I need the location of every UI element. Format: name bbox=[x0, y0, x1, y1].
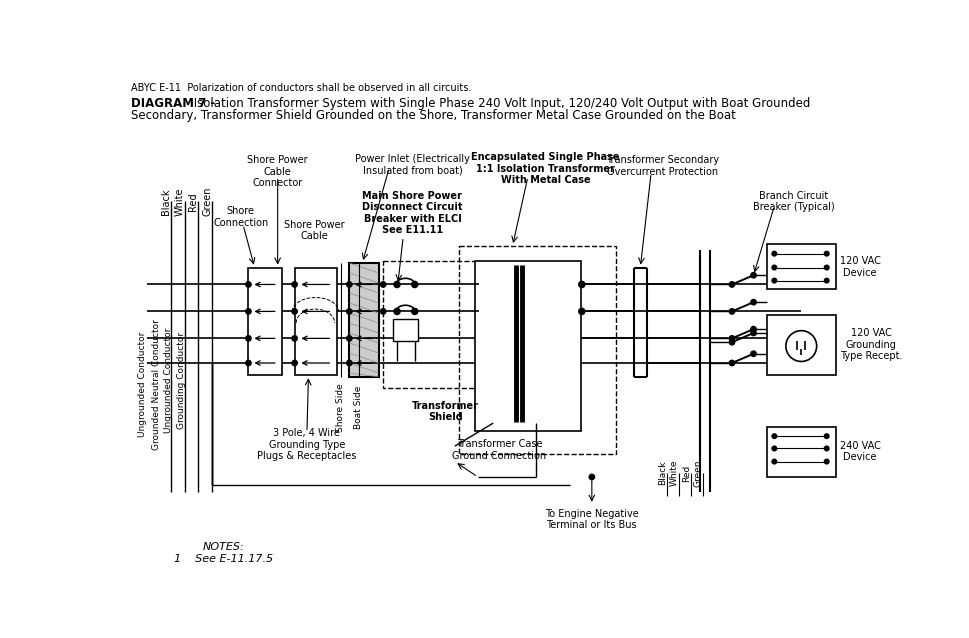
Circle shape bbox=[750, 299, 756, 305]
Bar bbox=[349, 263, 378, 377]
Circle shape bbox=[292, 336, 297, 341]
Circle shape bbox=[588, 474, 594, 480]
Text: Grounded Neutral Conductor: Grounded Neutral Conductor bbox=[151, 319, 160, 450]
Circle shape bbox=[824, 265, 828, 270]
Text: Shore
Connection: Shore Connection bbox=[213, 206, 268, 228]
Circle shape bbox=[750, 351, 756, 357]
Text: Power Inlet (Electrically
Insulated from boat): Power Inlet (Electrically Insulated from… bbox=[355, 154, 469, 175]
Circle shape bbox=[824, 434, 828, 438]
Circle shape bbox=[292, 309, 297, 314]
Circle shape bbox=[411, 308, 418, 315]
Bar bbox=[766, 427, 835, 477]
Circle shape bbox=[750, 327, 756, 332]
Circle shape bbox=[292, 360, 297, 366]
Circle shape bbox=[346, 282, 352, 287]
Text: Encapsulated Single Phase
1:1 Isolation Transformer
With Metal Case: Encapsulated Single Phase 1:1 Isolation … bbox=[471, 152, 619, 185]
Text: ABYC E-11  Polarization of conductors shall be observed in all circuits.: ABYC E-11 Polarization of conductors sha… bbox=[131, 83, 471, 93]
Text: Black: Black bbox=[658, 461, 667, 486]
Circle shape bbox=[771, 446, 776, 451]
Text: Ungrounded Conductor: Ungrounded Conductor bbox=[139, 332, 147, 437]
Text: Branch Circuit
Breaker (Typical): Branch Circuit Breaker (Typical) bbox=[752, 191, 833, 212]
Bar bbox=[766, 244, 835, 289]
Circle shape bbox=[578, 281, 584, 288]
Bar bbox=[766, 315, 835, 375]
Circle shape bbox=[729, 336, 734, 341]
Text: Black: Black bbox=[161, 188, 172, 214]
Text: Shore Power
Cable
Connector: Shore Power Cable Connector bbox=[247, 155, 308, 188]
Bar bbox=[248, 267, 281, 375]
Text: White: White bbox=[670, 460, 678, 486]
Circle shape bbox=[346, 360, 352, 366]
Circle shape bbox=[824, 446, 828, 451]
Circle shape bbox=[380, 309, 386, 314]
Circle shape bbox=[245, 336, 251, 341]
Circle shape bbox=[824, 251, 828, 256]
Text: Shore Power
Cable: Shore Power Cable bbox=[284, 219, 345, 241]
Text: Transformer Case
Ground Connection: Transformer Case Ground Connection bbox=[452, 439, 546, 461]
Circle shape bbox=[750, 272, 756, 278]
Circle shape bbox=[771, 265, 776, 270]
Circle shape bbox=[729, 282, 734, 287]
Text: Shore Side: Shore Side bbox=[336, 383, 345, 432]
Circle shape bbox=[245, 309, 251, 314]
Circle shape bbox=[771, 459, 776, 464]
Bar bbox=[458, 246, 616, 454]
Text: To Engine Negative
Terminal or Its Bus: To Engine Negative Terminal or Its Bus bbox=[545, 508, 638, 530]
Text: Green: Green bbox=[693, 459, 702, 487]
Circle shape bbox=[346, 336, 352, 341]
Text: Grounding Conductor: Grounding Conductor bbox=[176, 332, 186, 429]
Circle shape bbox=[729, 339, 734, 345]
Text: Main Shore Power
Disconnect Circuit
Breaker with ELCI
See E11.11: Main Shore Power Disconnect Circuit Brea… bbox=[361, 191, 462, 235]
Circle shape bbox=[393, 281, 399, 288]
Text: DIAGRAM 7 -: DIAGRAM 7 - bbox=[131, 96, 215, 110]
Text: 120 VAC
Device: 120 VAC Device bbox=[839, 256, 880, 278]
Text: Ungrounded Conductor: Ungrounded Conductor bbox=[164, 328, 172, 433]
Text: Transformer Secondary
Overcurrent Protection: Transformer Secondary Overcurrent Protec… bbox=[606, 155, 718, 177]
Circle shape bbox=[750, 330, 756, 336]
Circle shape bbox=[245, 282, 251, 287]
Bar bbox=[383, 262, 479, 389]
Bar bbox=[392, 319, 418, 341]
Circle shape bbox=[771, 251, 776, 256]
Circle shape bbox=[578, 308, 584, 315]
Text: Isolation Transformer System with Single Phase 240 Volt Input, 120/240 Volt Outp: Isolation Transformer System with Single… bbox=[190, 96, 809, 110]
Circle shape bbox=[411, 281, 418, 288]
Circle shape bbox=[292, 282, 297, 287]
Text: Green: Green bbox=[202, 186, 212, 216]
Circle shape bbox=[393, 308, 399, 315]
Text: Red: Red bbox=[188, 192, 198, 211]
Circle shape bbox=[729, 360, 734, 366]
Text: NOTES:
1    See E-11.17.5: NOTES: 1 See E-11.17.5 bbox=[173, 542, 272, 564]
Text: Red: Red bbox=[681, 464, 691, 482]
Text: 240 VAC
Device: 240 VAC Device bbox=[839, 441, 880, 463]
Text: Transformer
Shield: Transformer Shield bbox=[412, 401, 479, 422]
Circle shape bbox=[824, 459, 828, 464]
Circle shape bbox=[346, 309, 352, 314]
Bar bbox=[474, 262, 580, 431]
Circle shape bbox=[771, 278, 776, 283]
Text: Secondary, Transformer Shield Grounded on the Shore, Transformer Metal Case Grou: Secondary, Transformer Shield Grounded o… bbox=[131, 109, 735, 122]
Circle shape bbox=[380, 282, 386, 287]
Bar bbox=[295, 267, 336, 375]
Text: White: White bbox=[174, 187, 184, 216]
Text: 120 VAC
Grounding
Type Recept.: 120 VAC Grounding Type Recept. bbox=[839, 328, 901, 361]
Text: 3 Pole, 4 Wire
Grounding Type
Plugs & Receptacles: 3 Pole, 4 Wire Grounding Type Plugs & Re… bbox=[257, 428, 357, 461]
Circle shape bbox=[245, 360, 251, 366]
Circle shape bbox=[824, 278, 828, 283]
Circle shape bbox=[771, 434, 776, 438]
Circle shape bbox=[729, 309, 734, 314]
Text: Boat Side: Boat Side bbox=[354, 386, 362, 429]
